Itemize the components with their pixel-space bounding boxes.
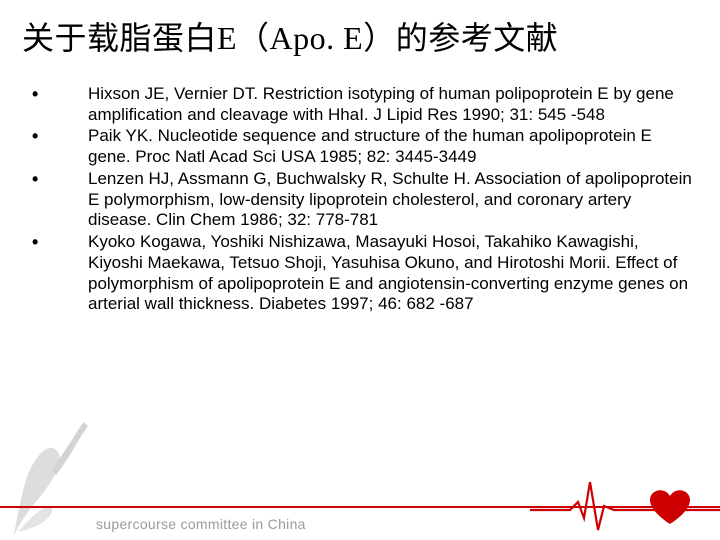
- slide-title: 关于载脂蛋白E（Apo. E）的参考文献: [22, 18, 698, 58]
- bullet-icon: •: [32, 126, 38, 148]
- reference-item: • Kyoko Kogawa, Yoshiki Nishizawa, Masay…: [30, 232, 698, 315]
- reference-item: • Lenzen HJ, Assmann G, Buchwalsky R, Sc…: [30, 169, 698, 231]
- reference-list: • Hixson JE, Vernier DT. Restriction iso…: [22, 84, 698, 315]
- slide-footer: supercourse committee in China: [0, 470, 720, 540]
- reference-text: Hixson JE, Vernier DT. Restriction isoty…: [88, 84, 674, 124]
- calligraphy-brush-icon: [4, 420, 104, 540]
- reference-text: Paik YK. Nucleotide sequence and structu…: [88, 126, 652, 166]
- bullet-icon: •: [32, 232, 38, 254]
- reference-text: Lenzen HJ, Assmann G, Buchwalsky R, Schu…: [88, 169, 692, 229]
- footer-text: supercourse committee in China: [96, 516, 306, 532]
- reference-item: • Hixson JE, Vernier DT. Restriction iso…: [30, 84, 698, 125]
- bullet-icon: •: [32, 169, 38, 191]
- slide-container: 关于载脂蛋白E（Apo. E）的参考文献 • Hixson JE, Vernie…: [0, 0, 720, 540]
- bullet-icon: •: [32, 84, 38, 106]
- ekg-heart-icon: [530, 472, 720, 532]
- reference-item: • Paik YK. Nucleotide sequence and struc…: [30, 126, 698, 167]
- reference-text: Kyoko Kogawa, Yoshiki Nishizawa, Masayuk…: [88, 232, 688, 313]
